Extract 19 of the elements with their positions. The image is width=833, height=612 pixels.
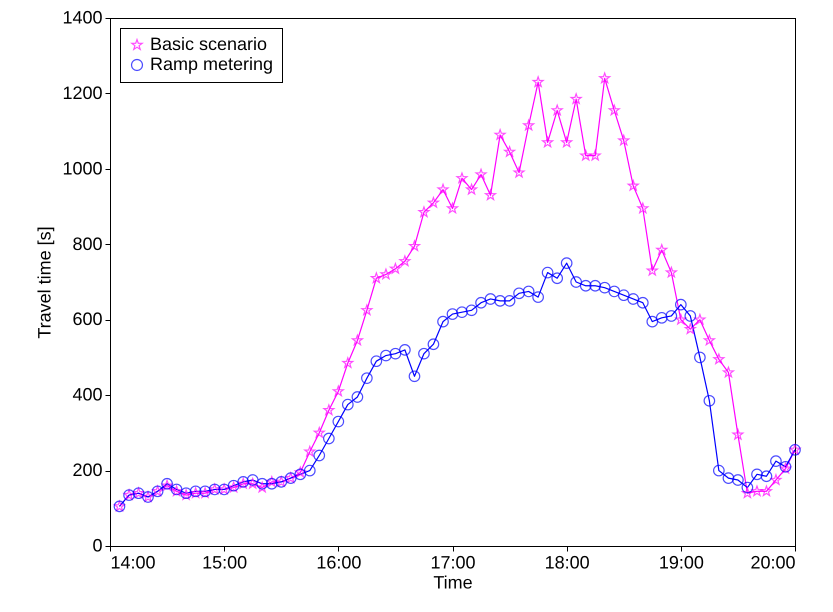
y-tick-label: 200	[72, 460, 102, 480]
y-tick-label: 800	[72, 234, 102, 254]
y-tick-label: 1000	[62, 158, 102, 178]
legend-label: Ramp metering	[150, 54, 274, 74]
y-axis-title: Travel time [s]	[34, 226, 54, 339]
x-axis-title: Time	[433, 572, 473, 592]
y-tick-label: 1400	[62, 8, 102, 28]
y-tick-label: 0	[92, 536, 102, 556]
legend-label: Basic scenario	[150, 34, 268, 54]
x-tick-label: 19:00	[658, 552, 704, 572]
y-tick-label: 600	[72, 309, 102, 330]
x-tick-label: 18:00	[544, 552, 590, 572]
x-tick-label: 17:00	[430, 552, 476, 572]
x-tick-label: 16:00	[316, 552, 362, 572]
x-tick-label: 20:00	[750, 552, 796, 572]
y-tick-label: 400	[72, 384, 102, 405]
x-tick-label: 14:00	[110, 552, 156, 572]
x-tick-label: 15:00	[202, 552, 248, 572]
y-tick-label: 1200	[62, 82, 102, 103]
